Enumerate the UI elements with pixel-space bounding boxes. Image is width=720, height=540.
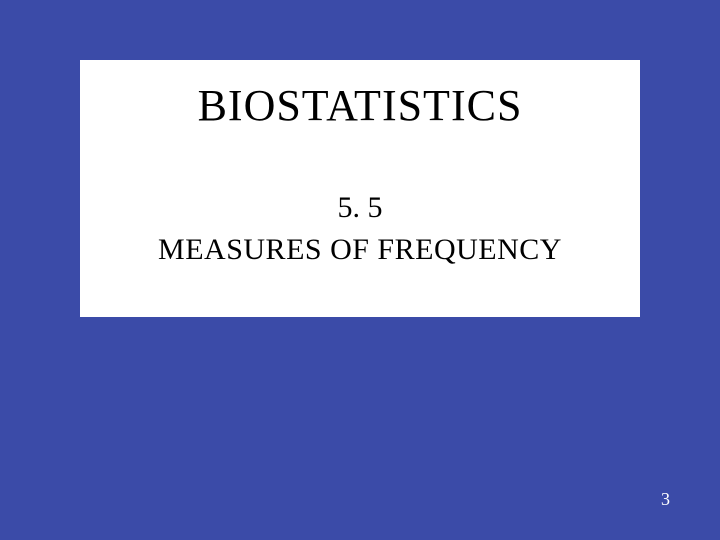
- slide-subtitle: MEASURES OF FREQUENCY: [110, 233, 610, 267]
- page-number: 3: [661, 489, 670, 510]
- slide-title: BIOSTATISTICS: [110, 80, 610, 131]
- section-number: 5. 5: [110, 191, 610, 225]
- slide-content-box: BIOSTATISTICS 5. 5 MEASURES OF FREQUENCY: [80, 60, 640, 317]
